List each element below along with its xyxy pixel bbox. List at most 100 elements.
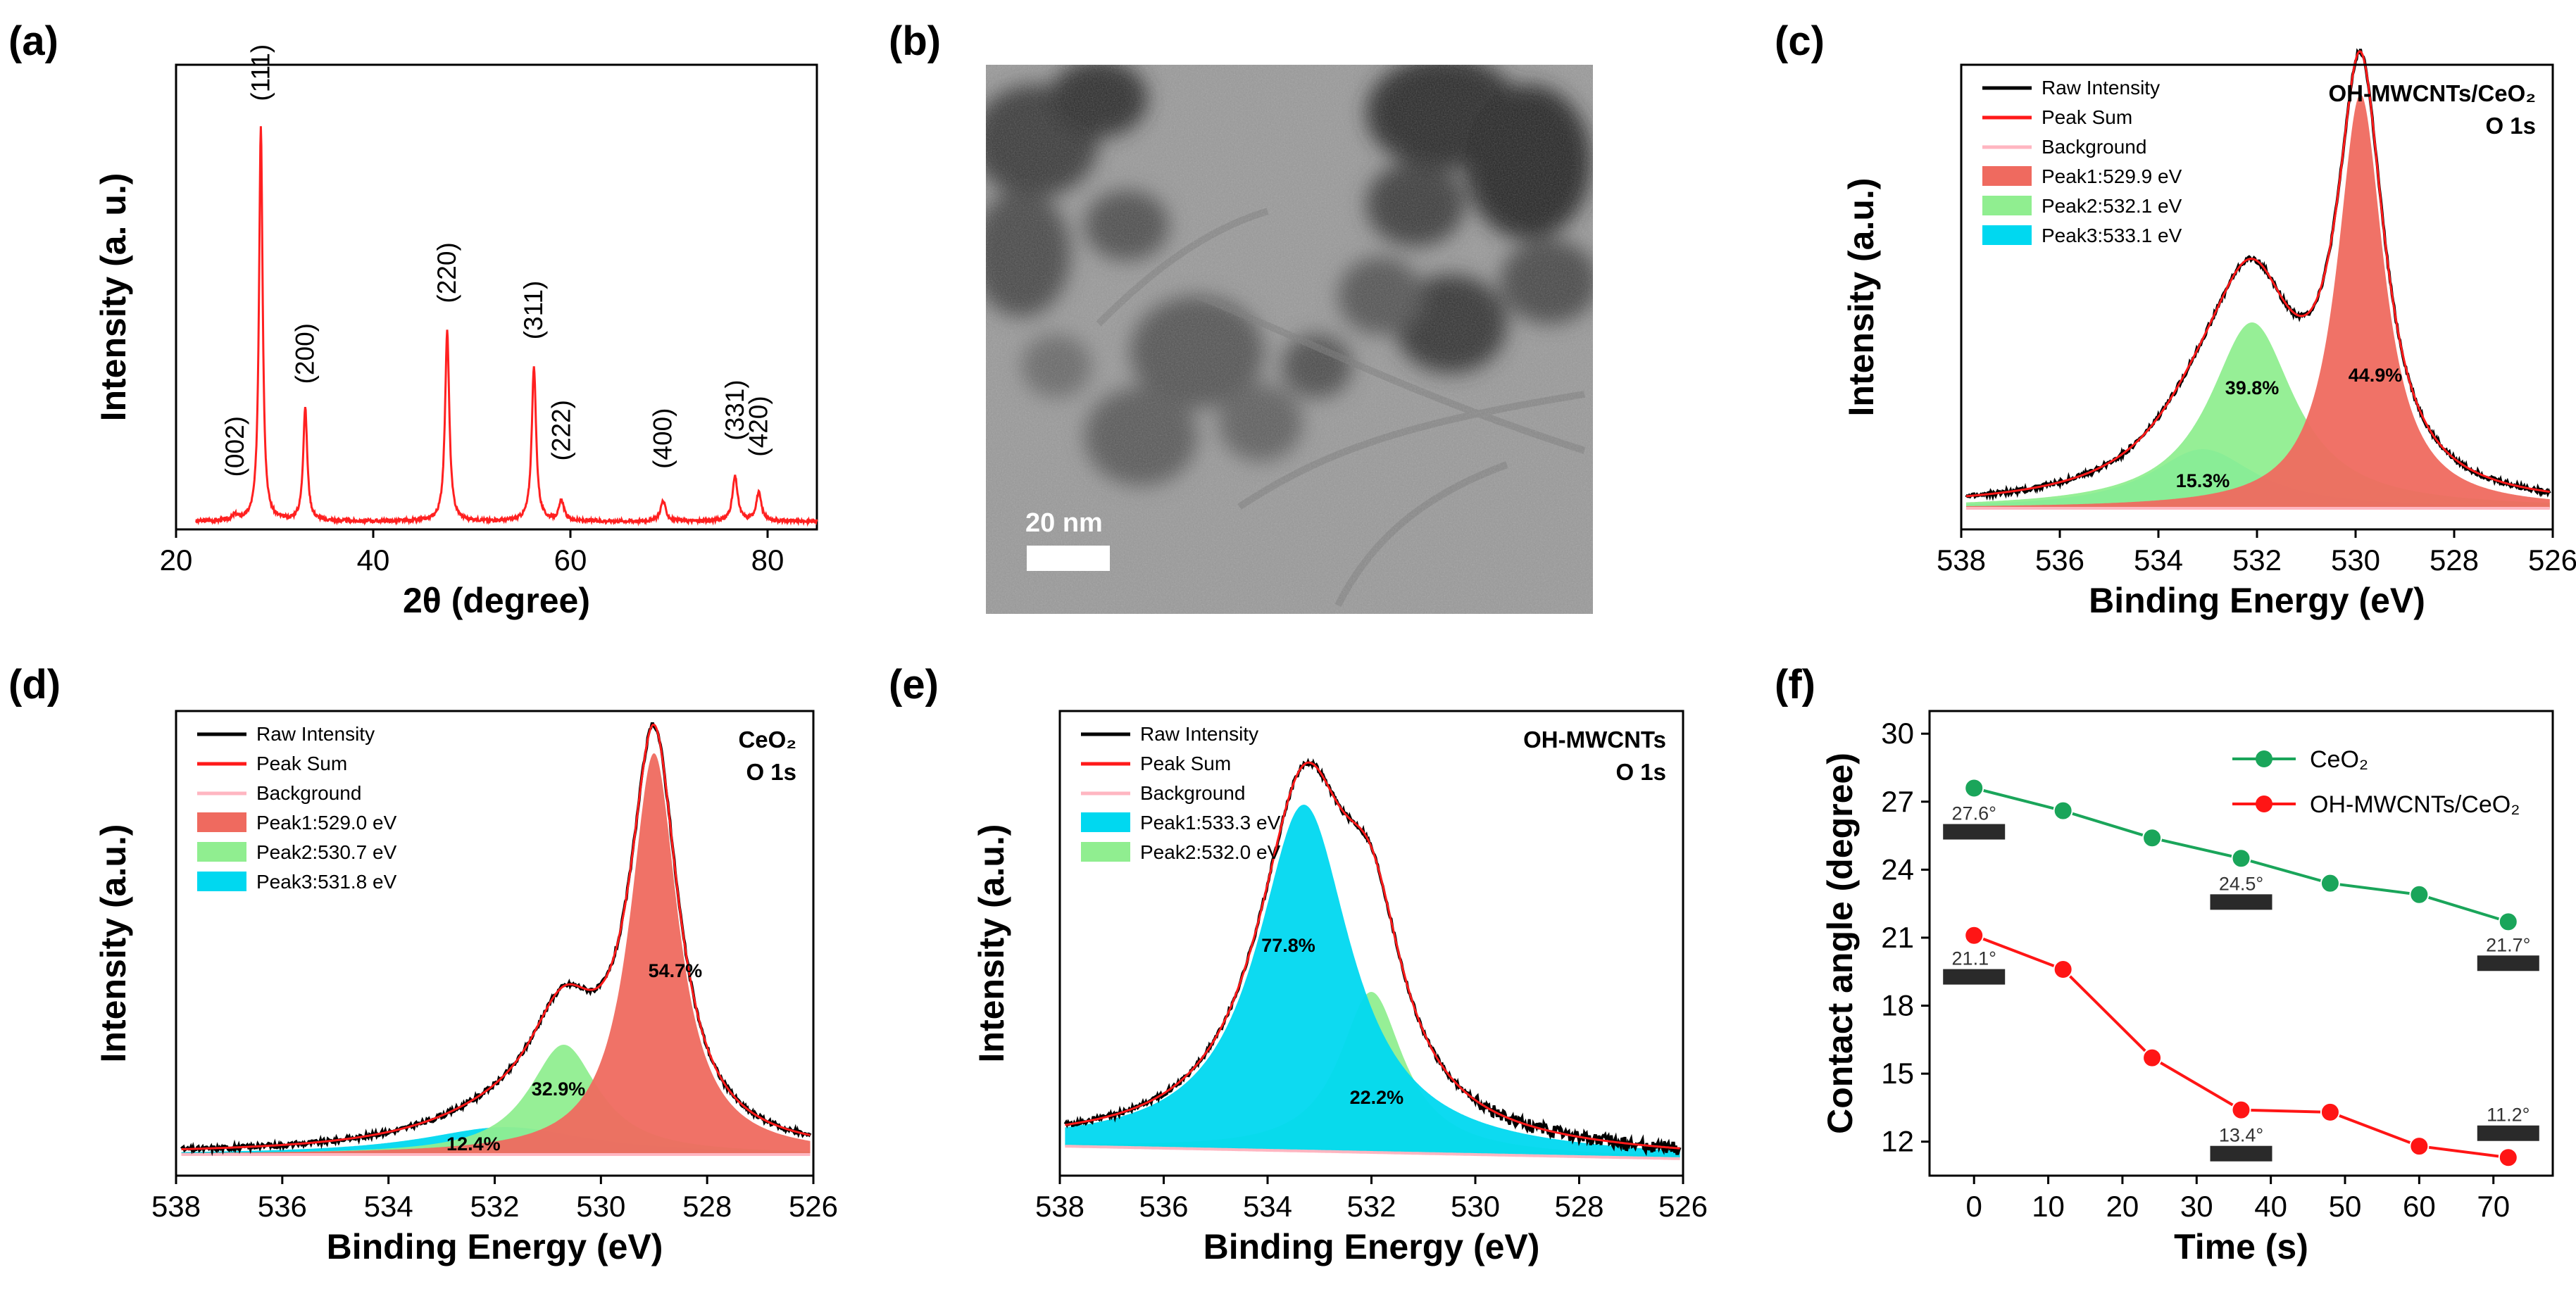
x-tick-label: 40 bbox=[357, 543, 390, 577]
legend-swatch bbox=[197, 872, 246, 891]
legend-label: Peak Sum bbox=[256, 753, 347, 774]
legend-swatch bbox=[1982, 196, 2032, 215]
x-tick-label: 530 bbox=[2331, 543, 2380, 577]
x-tick-label: 0 bbox=[1966, 1190, 1982, 1223]
legend-swatch bbox=[1982, 166, 2032, 186]
contact-angle-label: 24.5° bbox=[2219, 873, 2263, 894]
x-tick-label: 536 bbox=[258, 1190, 307, 1223]
x-tick-label: 80 bbox=[751, 543, 784, 577]
contact-angle-label: 13.4° bbox=[2219, 1125, 2263, 1146]
x-tick-label: 528 bbox=[2430, 543, 2479, 577]
x-tick-label: 536 bbox=[1139, 1190, 1188, 1223]
core-level-label: O 1s bbox=[2485, 113, 2536, 139]
legend-label: Background bbox=[256, 782, 361, 804]
hkl-label: (311) bbox=[519, 281, 548, 340]
peak-fill bbox=[1966, 322, 2550, 508]
series-marker bbox=[2142, 1048, 2163, 1068]
legend-label: Peak1:533.3 eV bbox=[1140, 812, 1281, 834]
legend-swatch bbox=[1081, 842, 1130, 862]
panel-label-e: (e) bbox=[889, 662, 939, 708]
legend-label: Peak2:532.1 eV bbox=[2042, 195, 2182, 217]
legend-label: Peak2:532.0 eV bbox=[1140, 841, 1281, 863]
legend-marker bbox=[2256, 750, 2272, 767]
y-axis-label: Intensity (a. u.) bbox=[94, 173, 133, 422]
peak-percentage: 12.4% bbox=[446, 1133, 501, 1155]
hkl-label: (331) bbox=[720, 379, 749, 440]
legend-marker bbox=[2256, 796, 2272, 812]
x-tick-label: 50 bbox=[2329, 1190, 2362, 1223]
sample-label: CeO₂ bbox=[738, 727, 796, 753]
y-tick-label: 21 bbox=[1881, 921, 1914, 954]
contact-angle-label: 21.7° bbox=[2486, 934, 2530, 955]
hkl-label: (420) bbox=[744, 396, 773, 456]
xps-chart-e: 77.8% 22.2% 538 536 534 532 530 528 526 Binding E… bbox=[972, 710, 1708, 1266]
peak-percentage: 44.9% bbox=[2349, 365, 2403, 386]
x-axis-label: Time (s) bbox=[2174, 1227, 2308, 1266]
legend-label: OH-MWCNTs/CeO₂ bbox=[2310, 791, 2520, 818]
legend-label: Raw Intensity bbox=[1140, 723, 1258, 745]
x-tick-label: 530 bbox=[576, 1190, 625, 1223]
legend-swatch bbox=[1081, 812, 1130, 832]
y-axis-label: Intensity (a.u.) bbox=[1842, 178, 1881, 417]
legend-label: Peak2:530.7 eV bbox=[256, 841, 397, 863]
droplet-image bbox=[2210, 894, 2272, 910]
droplet-image bbox=[1943, 969, 2006, 985]
legend-label: Peak3:533.1 eV bbox=[2042, 225, 2182, 246]
peak-percentage: 15.3% bbox=[2176, 470, 2230, 491]
legend-label: Background bbox=[1140, 782, 1245, 804]
y-tick-label: 15 bbox=[1881, 1057, 1914, 1090]
peak-fill bbox=[1966, 94, 2550, 508]
legend-swatch bbox=[197, 842, 246, 862]
xrd-chart: 20 40 60 80 2θ (degree) Intensity (a. u.) (002… bbox=[94, 44, 818, 620]
axes-frame bbox=[1928, 710, 2554, 1177]
peak-fill bbox=[181, 1045, 811, 1155]
y-tick-label: 30 bbox=[1881, 717, 1914, 750]
x-axis-label: Binding Energy (eV) bbox=[2089, 581, 2425, 620]
droplet-image bbox=[1943, 824, 2006, 840]
hkl-label: (002) bbox=[220, 416, 249, 477]
axes-frame bbox=[175, 63, 818, 531]
y-tick-label: 27 bbox=[1881, 785, 1914, 818]
peak-sum-line bbox=[181, 723, 811, 1150]
peak-percentage: 22.2% bbox=[1350, 1087, 1404, 1108]
x-tick-label: 528 bbox=[1554, 1190, 1603, 1223]
x-tick-label: 526 bbox=[1658, 1190, 1708, 1223]
x-tick-label: 528 bbox=[682, 1190, 732, 1223]
contact-angle-label: 21.1° bbox=[1952, 948, 1996, 969]
x-tick-label: 534 bbox=[364, 1190, 413, 1223]
x-tick-label: 20 bbox=[2106, 1190, 2139, 1223]
series-marker bbox=[2498, 1147, 2518, 1168]
series-marker bbox=[2142, 828, 2163, 848]
peak-percentage: 39.8% bbox=[2225, 377, 2280, 398]
scale-bar-label: 20 nm bbox=[1025, 508, 1103, 538]
x-tick-label: 526 bbox=[2528, 543, 2576, 577]
legend-label: Peak1:529.0 eV bbox=[256, 812, 397, 834]
series-marker bbox=[1964, 778, 1984, 798]
series-marker bbox=[2231, 848, 2251, 869]
panel-label-d: (d) bbox=[8, 662, 61, 708]
x-tick-label: 40 bbox=[2254, 1190, 2287, 1223]
panel-label-f: (f) bbox=[1775, 662, 1815, 708]
legend-label: Raw Intensity bbox=[256, 723, 375, 745]
x-tick-label: 536 bbox=[2035, 543, 2084, 577]
y-tick-label: 12 bbox=[1881, 1125, 1914, 1158]
tem-image: 20 nm bbox=[986, 65, 1593, 614]
y-axis-label: Intensity (a.u.) bbox=[972, 824, 1011, 1063]
legend-label: Background bbox=[2042, 136, 2146, 158]
x-tick-label: 534 bbox=[2134, 543, 2183, 577]
peak-fill bbox=[181, 753, 811, 1155]
legend-label: Peak Sum bbox=[2042, 106, 2132, 128]
x-axis-label: Binding Energy (eV) bbox=[1203, 1227, 1540, 1266]
peak-sum-line bbox=[1065, 761, 1680, 1150]
contact-angle-label: 27.6° bbox=[1952, 803, 1996, 824]
peak-fill bbox=[1065, 805, 1680, 1159]
x-tick-label: 530 bbox=[1451, 1190, 1500, 1223]
xps-chart-d: 54.7% 32.9% 12.4% 538 536 534 532 530 528 526 Bind… bbox=[94, 710, 838, 1266]
peak-percentage: 54.7% bbox=[649, 960, 703, 981]
x-tick-label: 20 bbox=[160, 543, 193, 577]
series-marker bbox=[2320, 1102, 2340, 1122]
legend-label: Peak Sum bbox=[1140, 753, 1231, 774]
legend-label: Peak1:529.9 eV bbox=[2042, 165, 2182, 187]
series-marker bbox=[2231, 1100, 2251, 1120]
